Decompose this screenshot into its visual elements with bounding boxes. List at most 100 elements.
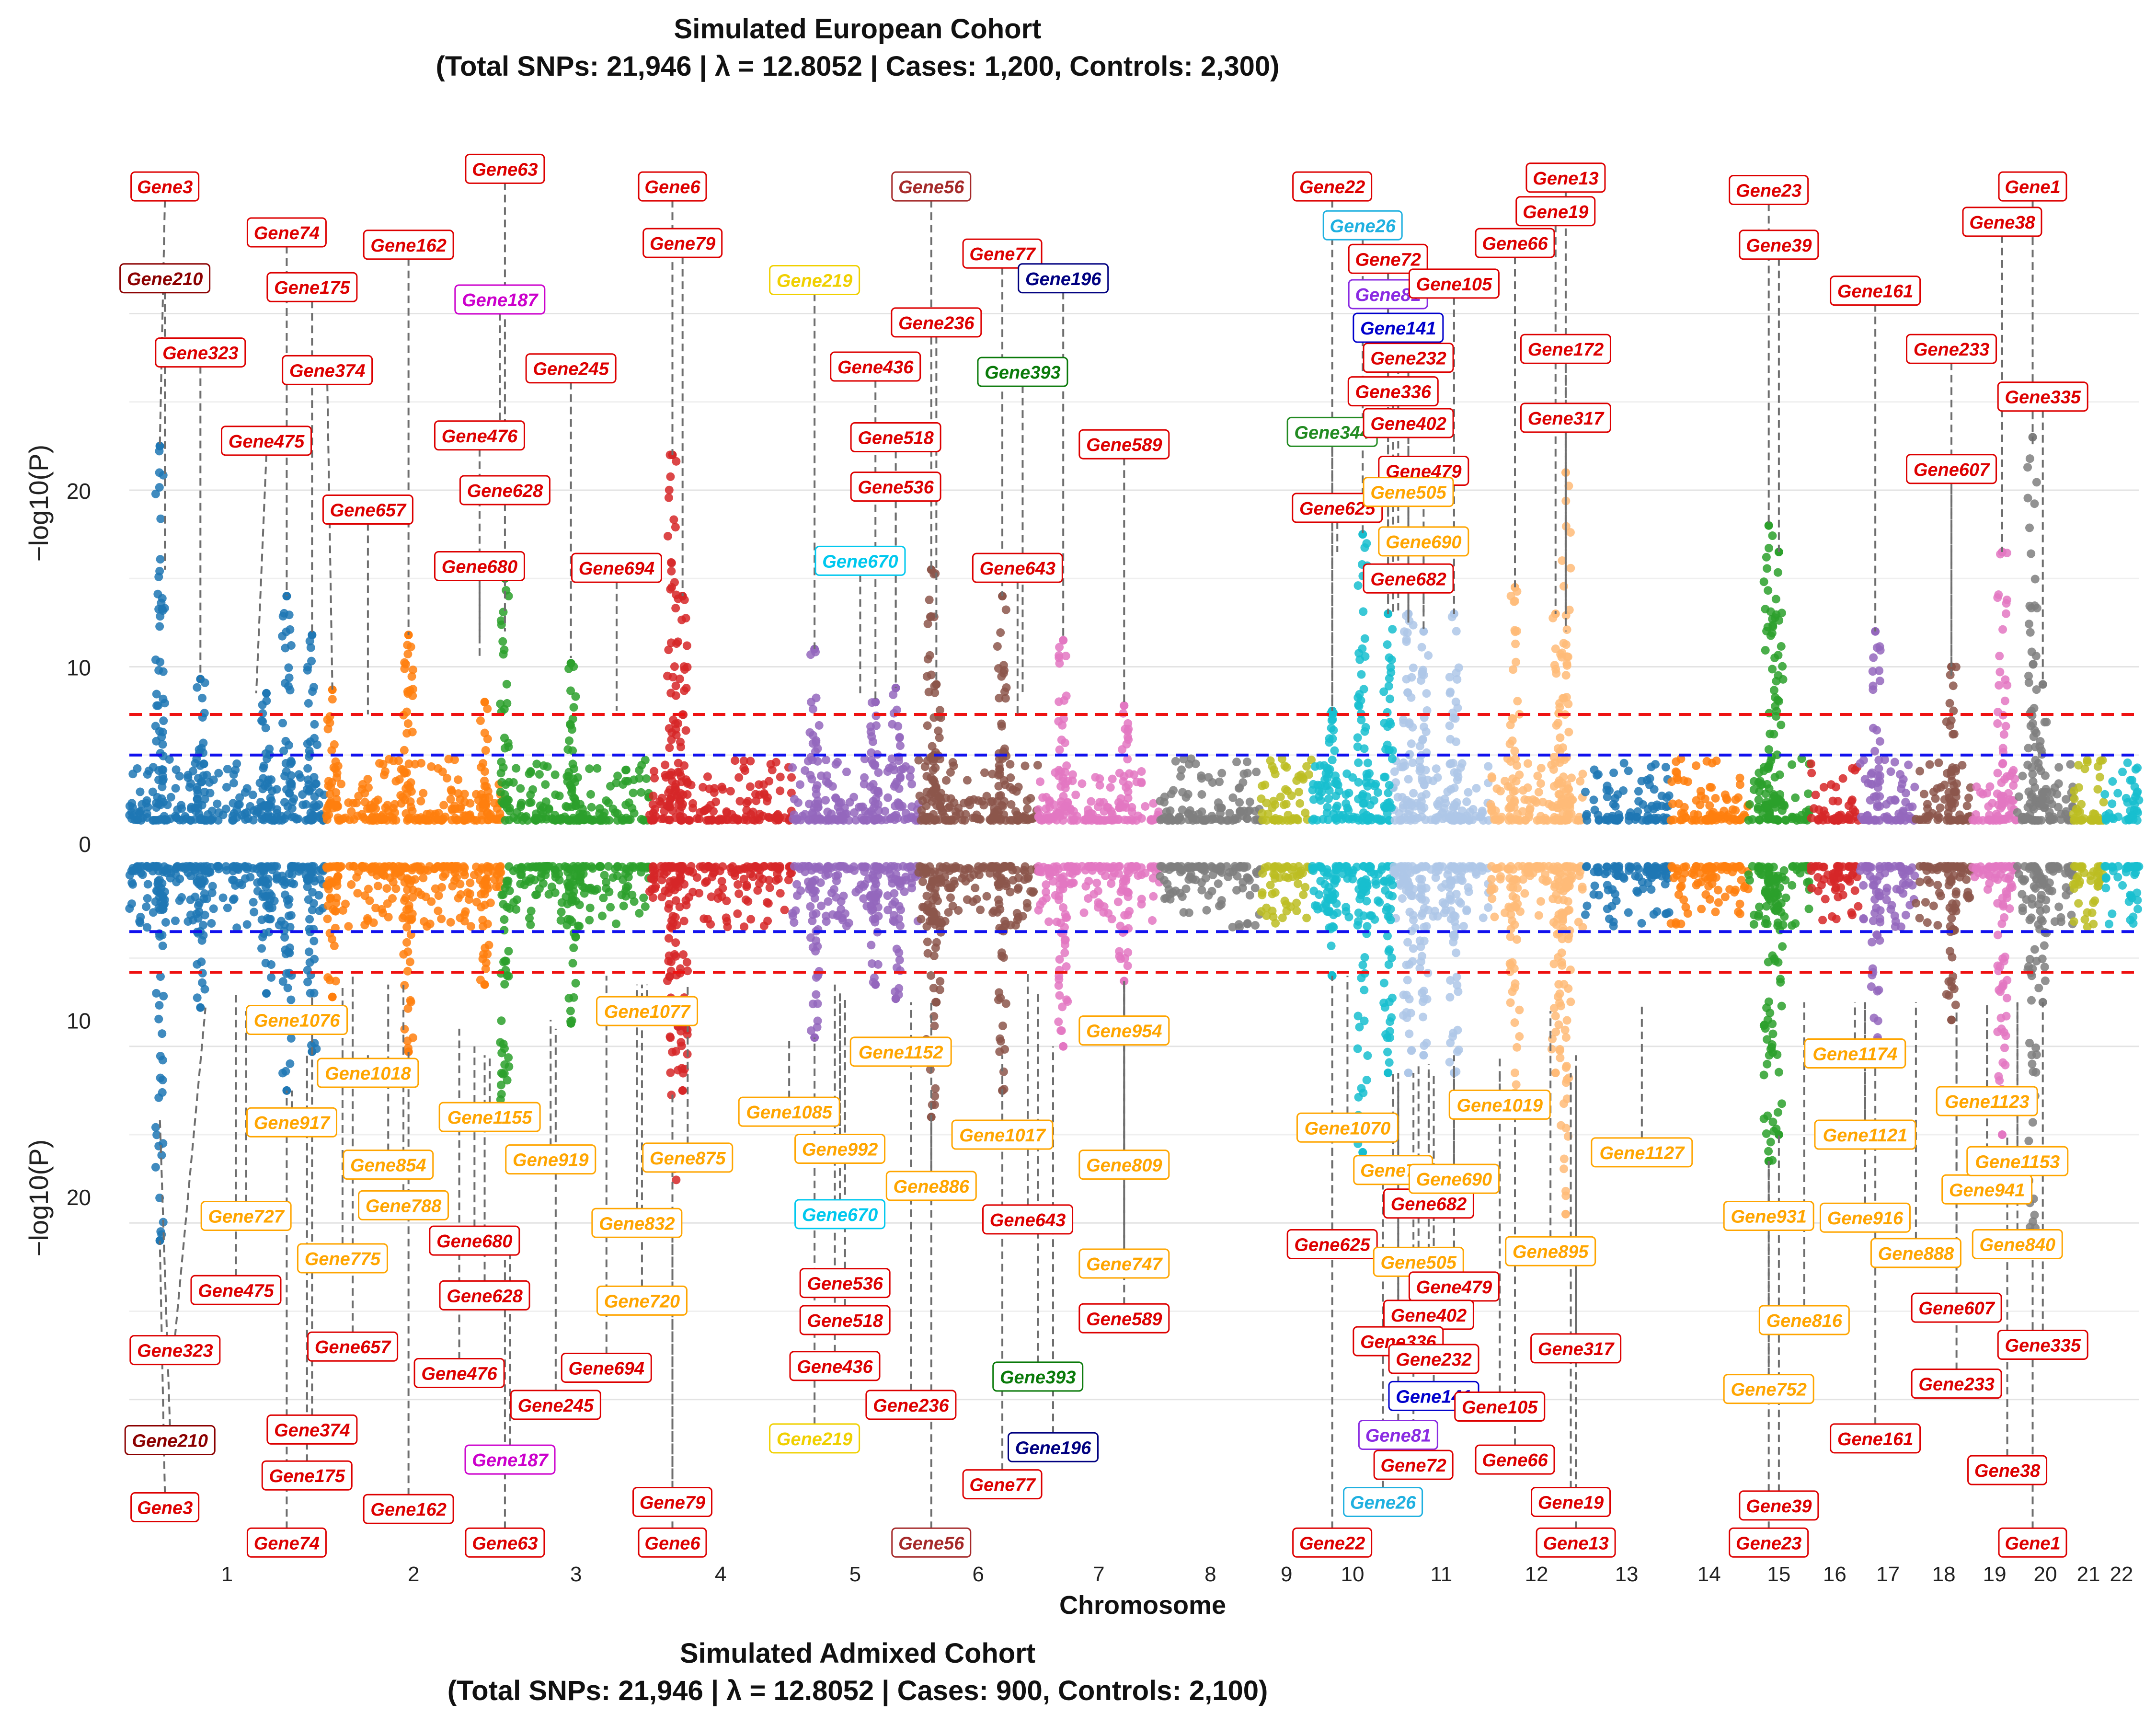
snp-point — [241, 788, 250, 797]
snp-point — [222, 782, 231, 792]
snp-point — [842, 767, 851, 776]
snp-point — [1750, 777, 1759, 786]
snp-point — [1334, 786, 1343, 795]
snp-point — [986, 869, 995, 878]
snp-point — [439, 801, 448, 810]
snp-point — [434, 906, 443, 915]
snp-point — [1807, 769, 1816, 778]
snp-point — [1859, 914, 1868, 923]
snp-point — [1575, 871, 1584, 880]
snp-point — [1020, 811, 1029, 820]
snp-point — [431, 884, 440, 893]
snp-point — [864, 874, 873, 883]
snp-point — [1149, 799, 1158, 808]
snp-point — [831, 872, 840, 881]
snp-point — [308, 906, 317, 915]
snp-point — [1034, 805, 1043, 814]
snp-point — [1242, 757, 1251, 766]
snp-point — [1730, 815, 1739, 824]
snp-point — [287, 878, 296, 887]
snp-point — [701, 805, 710, 815]
snp-point — [1845, 862, 1854, 871]
snp-point — [2099, 798, 2108, 807]
snp-point — [1664, 791, 1674, 800]
snp-point — [1308, 785, 1317, 794]
snp-point — [442, 774, 451, 783]
snp-point — [1891, 796, 1900, 805]
snp-point — [136, 787, 145, 796]
snp-point — [447, 785, 456, 794]
snp-point — [1263, 862, 1273, 871]
snp-point — [151, 1162, 160, 1172]
snp-point — [567, 895, 576, 904]
snp-point — [588, 864, 597, 873]
snp-point — [1185, 806, 1194, 815]
snp-point — [1831, 782, 1840, 792]
snp-point — [444, 755, 453, 764]
snp-point — [1664, 908, 1674, 917]
snp-point — [1543, 816, 1552, 825]
snp-point — [711, 862, 721, 872]
snp-point — [480, 698, 489, 707]
snp-point — [895, 733, 904, 742]
snp-point — [1634, 797, 1643, 806]
snp-point — [1023, 804, 1032, 813]
snp-point — [257, 944, 266, 953]
snp-point — [138, 800, 147, 809]
snp-point — [1093, 816, 1102, 825]
snp-point — [1113, 897, 1123, 907]
snp-point — [1644, 816, 1653, 825]
snp-point — [675, 874, 684, 884]
snp-point — [771, 758, 780, 767]
snp-point — [262, 696, 271, 705]
snp-point — [1262, 798, 1271, 807]
snp-point — [907, 866, 917, 875]
snp-point — [788, 815, 797, 824]
snp-point — [695, 888, 704, 897]
snp-point — [1276, 793, 1285, 802]
snp-point — [1844, 875, 1853, 884]
snp-point — [155, 622, 164, 631]
snp-point — [907, 874, 916, 883]
snp-point — [798, 862, 807, 871]
snp-point — [1095, 774, 1104, 783]
snp-point — [309, 803, 318, 812]
snp-point — [1317, 863, 1326, 873]
snp-point — [813, 1016, 822, 1025]
snp-point — [731, 756, 740, 765]
snp-point — [1323, 868, 1332, 877]
snp-point — [2101, 873, 2110, 882]
snp-point — [748, 872, 757, 881]
snp-point — [2020, 814, 2029, 823]
snp-point — [296, 773, 305, 782]
snp-point — [400, 658, 409, 667]
snp-point — [403, 689, 413, 698]
snp-point — [1472, 870, 1481, 879]
snp-point — [895, 955, 904, 965]
snp-point — [1433, 799, 1442, 808]
snp-point — [496, 787, 505, 796]
snp-point — [1523, 868, 1532, 877]
snp-point — [590, 815, 599, 824]
snp-point — [284, 741, 293, 750]
snp-point — [154, 572, 163, 581]
snp-point — [641, 902, 650, 911]
snp-point — [1804, 789, 1813, 798]
snp-point — [1823, 870, 1832, 879]
snp-point — [403, 719, 413, 728]
snp-point — [711, 797, 721, 806]
snp-point — [709, 807, 718, 816]
snp-point — [1042, 880, 1051, 889]
snp-point — [728, 862, 737, 871]
snp-point — [285, 869, 294, 878]
snp-point — [665, 485, 674, 494]
snp-point — [1217, 900, 1226, 909]
snp-point — [1204, 891, 1213, 900]
snp-point — [1834, 811, 1843, 820]
snp-point — [728, 816, 737, 825]
snp-point — [193, 782, 202, 792]
snp-point — [1258, 816, 1267, 825]
snp-point — [479, 759, 488, 768]
snp-point — [1095, 781, 1104, 790]
snp-point — [197, 957, 206, 966]
